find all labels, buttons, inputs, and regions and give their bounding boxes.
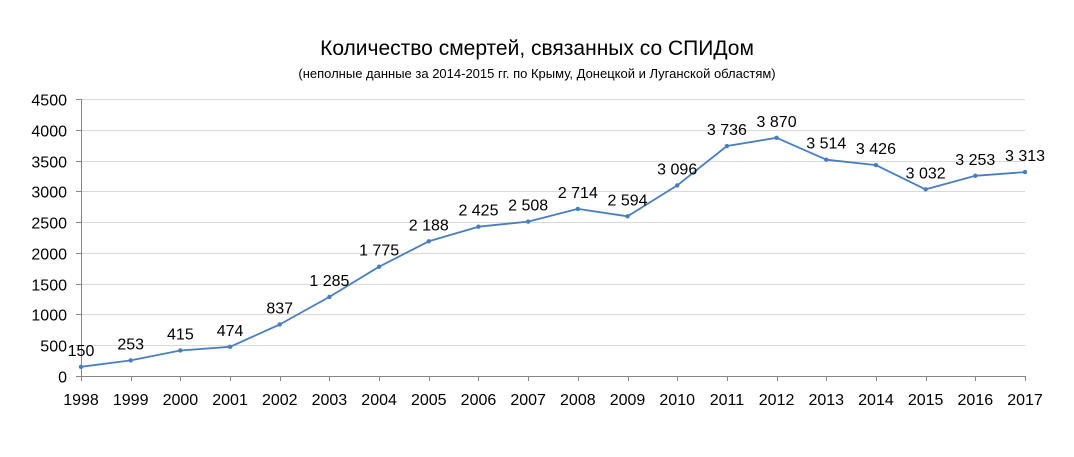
data-label: 2 714 xyxy=(558,185,598,202)
x-tick-labels: 1998 1999 2000 2001 2002 2003 2004 2005 2006 2007… xyxy=(63,392,1043,409)
data-label: 2 594 xyxy=(608,192,648,209)
data-point xyxy=(724,143,730,149)
y-tick-label: 500 xyxy=(40,339,67,356)
data-label: 2 508 xyxy=(508,198,548,215)
data-point xyxy=(774,135,779,140)
x-tick-label: 2017 xyxy=(1007,392,1043,409)
data-label: 253 xyxy=(117,336,144,353)
x-tick-label: 1999 xyxy=(113,392,149,409)
y-tick-label: 2500 xyxy=(31,216,67,233)
chart-subtitle: (неполные данные за 2014-2015 гг. по Кры… xyxy=(298,66,776,81)
data-point xyxy=(376,264,382,269)
data-point xyxy=(873,162,879,168)
chart-title: Количество смертей, связанных со СПИДом xyxy=(320,37,754,60)
data-label: 837 xyxy=(266,300,293,317)
data-label: 3 253 xyxy=(955,152,995,169)
data-label: 474 xyxy=(217,323,244,340)
x-tick-label: 2014 xyxy=(858,392,894,409)
data-point xyxy=(78,364,84,369)
y-tick-label: 4500 xyxy=(31,93,67,110)
x-tick-label: 2016 xyxy=(958,392,994,409)
data-label: 2 425 xyxy=(458,203,498,220)
data-point xyxy=(675,183,680,188)
data-label: 1 775 xyxy=(359,243,399,260)
data-label: 3 870 xyxy=(757,114,797,131)
data-label: 1 285 xyxy=(309,273,349,290)
x-tick-label: 1998 xyxy=(63,392,99,409)
data-point xyxy=(824,157,829,162)
data-label: 3 313 xyxy=(1005,148,1045,165)
series-line xyxy=(80,136,1026,368)
x-tick-label: 2007 xyxy=(510,392,546,409)
data-point xyxy=(277,322,282,327)
y-tick-label: 1500 xyxy=(31,278,67,295)
x-tick-label: 2015 xyxy=(908,392,944,409)
data-label: 3 426 xyxy=(856,141,896,158)
y-tick-label: 4000 xyxy=(31,124,67,141)
data-point xyxy=(426,239,431,244)
y-tick-label: 1000 xyxy=(31,308,67,325)
y-tick-label: 2000 xyxy=(31,247,67,264)
x-tick-label: 2012 xyxy=(759,392,795,409)
data-label: 3 514 xyxy=(806,136,846,153)
data-point xyxy=(525,219,531,224)
axes xyxy=(76,99,1026,381)
x-tick-label: 2004 xyxy=(361,392,397,409)
data-label: 2 188 xyxy=(409,217,449,234)
data-point xyxy=(1022,169,1028,175)
data-label: 415 xyxy=(167,326,194,343)
y-tick-label: 3000 xyxy=(31,185,67,202)
data-label: 3 032 xyxy=(906,165,946,182)
x-tick-label: 2001 xyxy=(212,392,248,409)
x-tick-label: 2013 xyxy=(808,392,844,409)
x-tick-label: 2010 xyxy=(659,392,695,409)
y-tick-labels: 0 500 1000 1500 2000 2500 3000 3500 4000 4500 xyxy=(31,93,67,387)
series-line-layer xyxy=(80,136,1026,368)
data-label: 3 736 xyxy=(707,122,747,139)
data-point xyxy=(923,187,928,192)
x-tick-label: 2011 xyxy=(710,392,745,409)
data-point xyxy=(128,358,133,363)
data-point xyxy=(973,173,978,178)
x-tick-label: 2008 xyxy=(560,392,596,409)
x-tick-label: 2006 xyxy=(461,392,497,409)
x-tick-label: 2009 xyxy=(610,392,646,409)
y-tick-label: 3500 xyxy=(31,155,67,172)
data-labels: 150 253 415 474 837 1 285 1 775 2 188 2 425 2 508… xyxy=(68,114,1045,360)
data-point xyxy=(178,348,183,353)
data-point xyxy=(227,344,233,350)
x-tick-label: 2002 xyxy=(262,392,298,409)
y-tick-label: 0 xyxy=(58,370,67,387)
data-label: 3 096 xyxy=(657,161,697,178)
data-markers xyxy=(78,135,1028,369)
data-point xyxy=(575,206,581,212)
x-tick-label: 2003 xyxy=(312,392,348,409)
data-point xyxy=(625,214,630,219)
x-tick-label: 2000 xyxy=(163,392,199,409)
data-label: 150 xyxy=(68,343,95,360)
data-point xyxy=(327,294,332,300)
x-tick-label: 2005 xyxy=(411,392,447,409)
gridlines xyxy=(81,99,1025,346)
data-point xyxy=(476,224,481,229)
